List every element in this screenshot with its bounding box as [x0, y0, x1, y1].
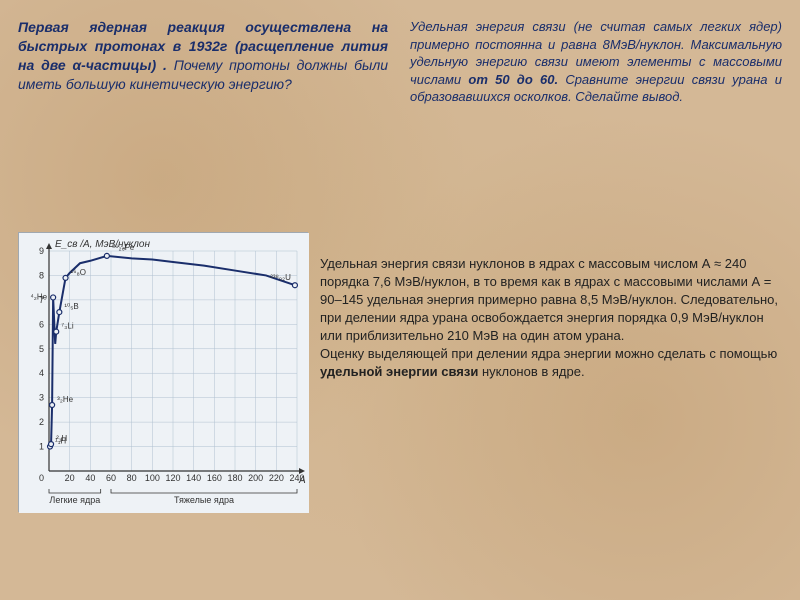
svg-text:⁵⁶₂₆Fe: ⁵⁶₂₆Fe [112, 243, 135, 252]
right-question-bold: от 50 до 60. [468, 72, 565, 87]
left-question-block: Первая ядерная реакция осуществлена на б… [18, 18, 388, 94]
svg-text:60: 60 [106, 473, 116, 483]
svg-text:¹⁰₅B: ¹⁰₅B [64, 302, 78, 311]
svg-text:4: 4 [39, 368, 44, 378]
binding-energy-chart: 2040608010012014016018020022024012345678… [18, 232, 308, 512]
body-para1: Удельная энергия связи нуклонов в ядрах … [320, 255, 785, 345]
svg-text:160: 160 [207, 473, 222, 483]
svg-text:180: 180 [227, 473, 242, 483]
svg-text:E_св /A, МэВ/нуклон: E_св /A, МэВ/нуклон [55, 239, 150, 250]
svg-text:⁷₃Li: ⁷₃Li [61, 322, 74, 331]
svg-text:5: 5 [39, 344, 44, 354]
svg-text:3: 3 [39, 393, 44, 403]
chart-svg: 2040608010012014016018020022024012345678… [19, 233, 309, 513]
svg-text:20: 20 [65, 473, 75, 483]
svg-text:9: 9 [39, 246, 44, 256]
svg-text:2: 2 [39, 417, 44, 427]
svg-text:100: 100 [145, 473, 160, 483]
svg-text:²³⁸₉₂U: ²³⁸₉₂U [270, 273, 291, 282]
right-question-block: Удельная энергия связи (не считая самых … [410, 18, 782, 106]
svg-text:1: 1 [39, 442, 44, 452]
svg-text:⁴₂He: ⁴₂He [30, 292, 47, 301]
svg-text:200: 200 [248, 473, 263, 483]
body-text-block: Удельная энергия связи нуклонов в ядрах … [320, 255, 785, 381]
svg-text:²₁H: ²₁H [56, 434, 67, 443]
svg-text:140: 140 [186, 473, 201, 483]
svg-text:A: A [298, 475, 306, 486]
svg-text:80: 80 [127, 473, 137, 483]
svg-text:120: 120 [165, 473, 180, 483]
svg-text:¹⁶₈O: ¹⁶₈O [71, 268, 87, 277]
svg-text:220: 220 [269, 473, 284, 483]
svg-text:40: 40 [85, 473, 95, 483]
svg-text:³₂He: ³₂He [57, 395, 74, 404]
body-para2: Оценку выделяющей при делении ядра энерг… [320, 345, 785, 381]
svg-text:Легкие ядра: Легкие ядра [49, 495, 100, 505]
svg-text:Тяжелые ядра: Тяжелые ядра [174, 495, 234, 505]
svg-text:8: 8 [39, 270, 44, 280]
svg-text:6: 6 [39, 319, 44, 329]
svg-text:0: 0 [39, 473, 44, 483]
